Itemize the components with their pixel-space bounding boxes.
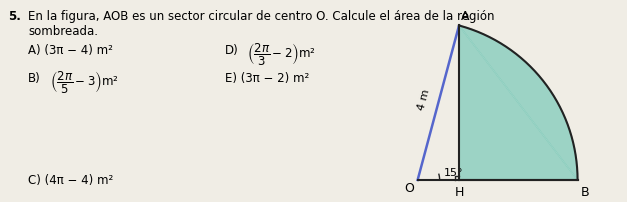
- Text: D): D): [225, 44, 239, 57]
- Text: A: A: [461, 11, 470, 23]
- Text: E) (3π − 2) m²: E) (3π − 2) m²: [225, 72, 309, 85]
- Text: H: H: [455, 186, 464, 199]
- Text: A) (3π − 4) m²: A) (3π − 4) m²: [28, 44, 113, 57]
- Text: O: O: [404, 182, 414, 195]
- Text: sombreada.: sombreada.: [28, 25, 98, 38]
- Text: 5.: 5.: [8, 10, 21, 23]
- Text: 15°: 15°: [444, 168, 463, 178]
- Text: B: B: [581, 186, 589, 199]
- Text: B): B): [28, 72, 41, 85]
- Text: 4 m: 4 m: [416, 88, 431, 111]
- Text: $\left(\dfrac{2\pi}{3}-2\right)$m²: $\left(\dfrac{2\pi}{3}-2\right)$m²: [247, 41, 316, 67]
- Text: En la figura, AOB es un sector circular de centro O. Calcule el área de la regió: En la figura, AOB es un sector circular …: [28, 10, 495, 23]
- Text: C) (4π − 4) m²: C) (4π − 4) m²: [28, 174, 113, 187]
- Polygon shape: [459, 25, 577, 180]
- Text: $\left(\dfrac{2\pi}{5}-3\right)$m²: $\left(\dfrac{2\pi}{5}-3\right)$m²: [50, 69, 119, 95]
